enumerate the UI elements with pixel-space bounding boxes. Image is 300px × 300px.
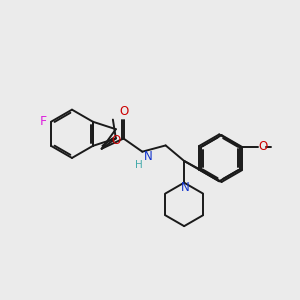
Text: N: N	[144, 150, 152, 163]
Text: O: O	[120, 105, 129, 118]
Text: O: O	[111, 134, 121, 147]
Text: F: F	[40, 115, 47, 128]
Text: N: N	[181, 181, 189, 194]
Text: O: O	[259, 140, 268, 153]
Text: H: H	[135, 160, 142, 170]
